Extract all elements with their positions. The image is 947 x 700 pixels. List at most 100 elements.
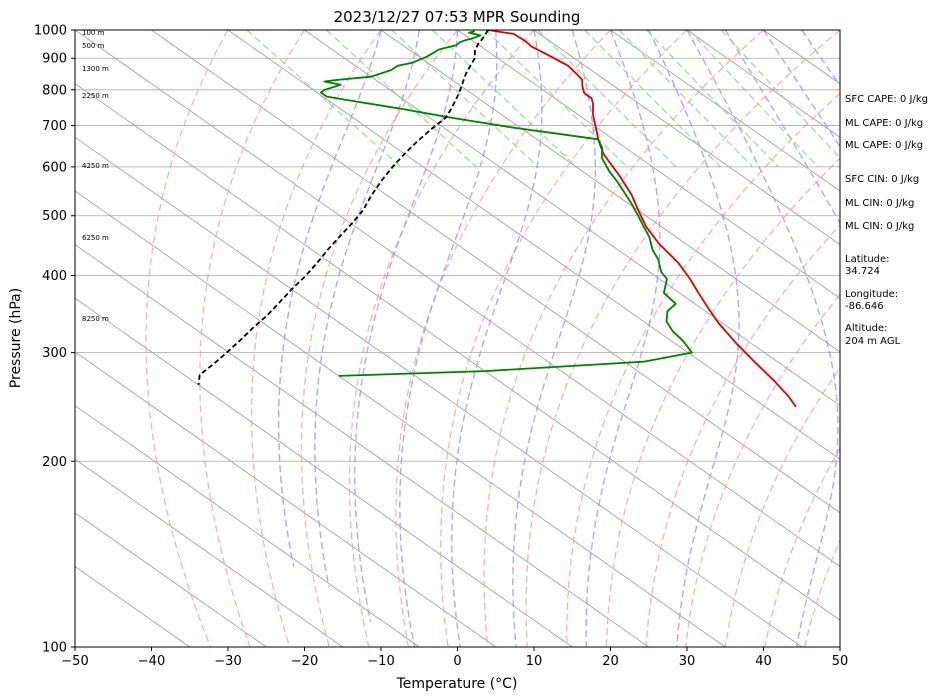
dry-adiabat-line — [440, 30, 688, 647]
x-tick-label: 40 — [755, 654, 772, 669]
mixing-ratio-line — [537, 30, 677, 168]
y-tick-label: 100 — [42, 641, 67, 656]
x-axis-label: Temperature (°C) — [396, 676, 518, 692]
plot-background-lines — [75, 30, 947, 647]
altitude-value: 204 m AGL — [845, 336, 901, 347]
height-label: 2250 m — [82, 92, 109, 100]
y-tick-label: 500 — [42, 209, 67, 224]
x-tick-label: −20 — [291, 654, 318, 669]
isotherm-line — [75, 30, 840, 568]
height-label: 500 m — [82, 42, 105, 50]
chart-title: 2023/12/27 07:53 MPR Sounding — [334, 8, 581, 26]
isotherm-line — [75, 136, 802, 647]
ml-cape-text: ML CAPE: 0 J/kg — [845, 118, 923, 129]
isotherm-line — [151, 30, 840, 514]
y-tick-label: 600 — [42, 160, 67, 175]
profile-series — [197, 30, 797, 408]
dry-adiabat-line — [395, 30, 611, 647]
x-tick-label: −10 — [367, 654, 394, 669]
y-axis-label: Pressure (hPa) — [8, 288, 24, 388]
isotherm-line — [457, 30, 840, 299]
isotherm-line — [75, 512, 267, 647]
moist-adiabat-line — [277, 30, 382, 567]
dry-adiabat-line — [145, 30, 229, 647]
sfc-cape-text: SFC CAPE: 0 J/kg — [845, 94, 928, 105]
isotherm-line — [75, 297, 573, 647]
dry-adiabat-line — [645, 223, 840, 647]
latitude-value: 34.724 — [845, 266, 880, 277]
altitude-label: Altitude: — [845, 323, 887, 334]
dry-adiabat-line — [199, 30, 306, 647]
mixing-ratio-line — [246, 30, 402, 168]
temperature-profile — [487, 30, 797, 408]
moist-adiabat-line — [724, 30, 840, 225]
isotherm-line — [304, 30, 840, 407]
isotherm-line — [75, 244, 649, 647]
moist-adiabat-line — [648, 30, 740, 647]
longitude-label: Longitude: — [845, 289, 898, 300]
ml-cape-text-2: ML CAPE: 0 J/kg — [845, 140, 923, 151]
isotherm-line — [380, 30, 840, 353]
moist-adiabat-line — [686, 30, 839, 647]
dry-adiabat-line — [483, 30, 764, 647]
y-tick-label: 400 — [42, 269, 67, 284]
dewpoint-profile — [320, 30, 693, 377]
longitude-value: -86.646 — [845, 301, 884, 312]
ml-cin-text: ML CIN: 0 J/kg — [845, 198, 914, 209]
x-tick-label: −40 — [138, 654, 165, 669]
mixing-ratio-line — [618, 30, 754, 168]
latitude-label: Latitude: — [845, 254, 890, 265]
moist-adiabat-line — [314, 30, 420, 588]
isotherm-line — [533, 30, 840, 246]
x-tick-label: 10 — [526, 654, 543, 669]
height-label: 100 m — [82, 29, 105, 37]
height-label: 1300 m — [82, 65, 109, 73]
mixing-ratio-line — [485, 30, 628, 168]
isotherm-line — [75, 190, 726, 647]
moist-adiabat-line — [512, 30, 596, 647]
isotherm-line — [75, 458, 343, 647]
x-tick-label: −50 — [61, 654, 88, 669]
y-axis-ticks: 1000 900 800 700 600 500 400 300 200 100 — [34, 24, 75, 656]
dry-adiabat-line — [525, 30, 840, 647]
plot-frame — [74, 29, 841, 648]
x-tick-label: 30 — [679, 654, 696, 669]
dry-adiabat-line — [923, 30, 947, 647]
ml-cin-text-2: ML CIN: 0 J/kg — [845, 221, 914, 232]
parcel-profile — [197, 30, 489, 385]
sfc-cin-text: SFC CIN: 0 J/kg — [845, 174, 919, 185]
dry-adiabat-line — [724, 366, 840, 647]
y-tick-label: 900 — [42, 52, 67, 67]
height-label: 8250 m — [82, 315, 109, 323]
isotherm-line — [75, 405, 420, 647]
x-tick-label: −30 — [214, 654, 241, 669]
height-label: 6250 m — [82, 234, 109, 242]
sounding-parameters: SFC CAPE: 0 J/kg ML CAPE: 0 J/kg ML CAPE… — [845, 94, 928, 347]
moist-adiabat-line — [354, 30, 459, 622]
x-tick-label: 0 — [453, 654, 461, 669]
isotherm-line — [227, 30, 840, 460]
isotherm-line — [75, 566, 190, 647]
mixing-ratio-line — [326, 30, 477, 168]
isotherm-line — [610, 30, 840, 192]
mixing-ratio-line — [720, 30, 840, 159]
dry-adiabat-line — [566, 92, 840, 647]
dry-adiabat-line — [348, 30, 535, 647]
mixing-ratio-line — [431, 30, 578, 168]
pressure-gridlines — [75, 30, 840, 647]
moist-adiabat-line — [585, 30, 661, 647]
height-label: 4250 m — [82, 162, 109, 170]
dry-adiabat-line — [605, 157, 840, 647]
dry-adiabat-line — [300, 30, 459, 647]
mixing-ratio-line — [646, 30, 779, 168]
height-labels: 100 m 500 m 1300 m 2250 m 4250 m 6250 m 8250 m — [82, 29, 109, 323]
y-tick-label: 300 — [42, 346, 67, 361]
y-tick-label: 200 — [42, 455, 67, 470]
x-axis-ticks: −50 −40 −30 −20 −10 0 10 20 30 40 50 — [61, 647, 848, 669]
mixing-ratio-line — [391, 30, 539, 168]
y-tick-label: 800 — [42, 83, 67, 98]
isotherm-line — [686, 30, 840, 138]
x-tick-label: 50 — [832, 654, 849, 669]
y-tick-label: 1000 — [34, 24, 67, 39]
